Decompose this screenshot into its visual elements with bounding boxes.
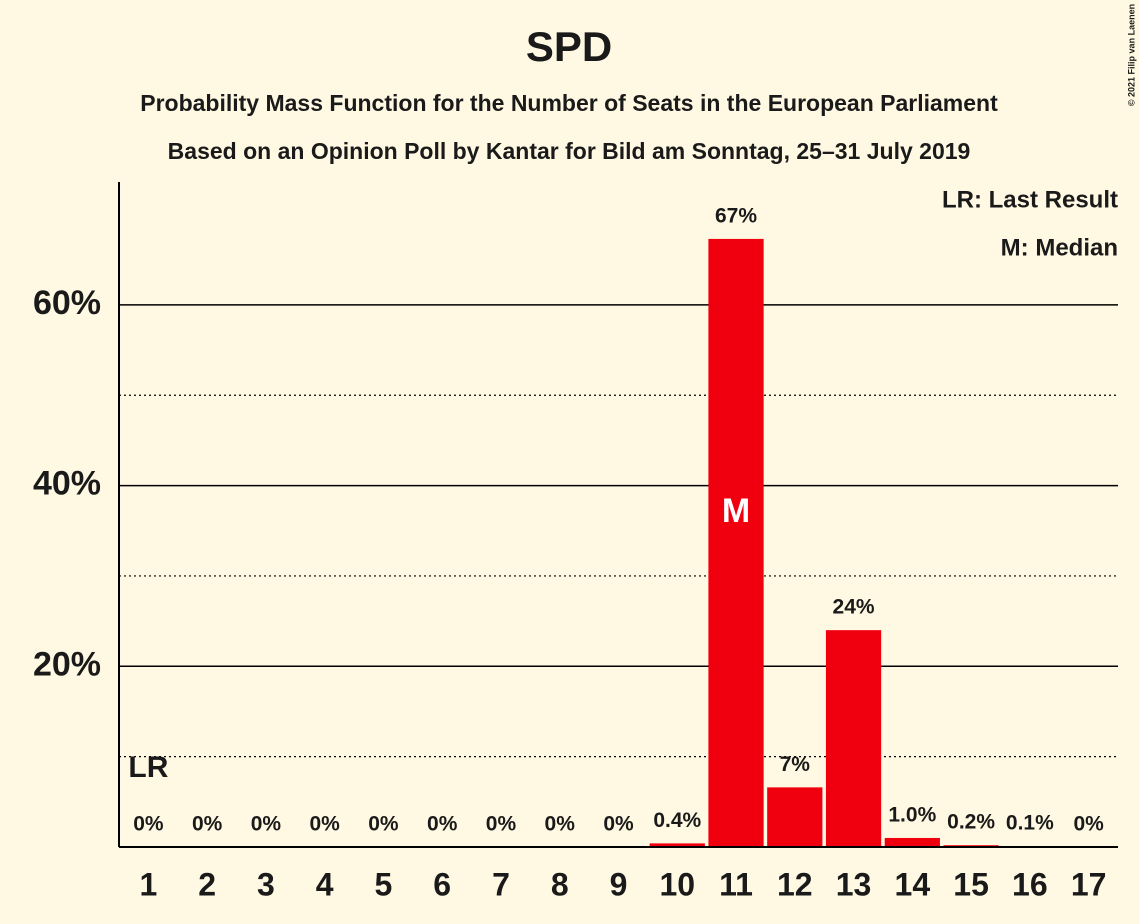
x-tick-label: 11: [719, 866, 753, 902]
x-tick-label: 4: [316, 866, 334, 902]
value-label: 0%: [1073, 813, 1104, 836]
legend-entry: M: Median: [1001, 234, 1118, 261]
bar: [884, 837, 940, 847]
x-tick-label: 16: [1012, 866, 1048, 902]
x-tick-label: 17: [1071, 866, 1107, 902]
value-label: 0%: [368, 813, 399, 836]
value-label: 0.4%: [653, 809, 701, 832]
bar: [708, 238, 764, 848]
x-tick-label: 6: [433, 866, 451, 902]
value-label: 0%: [309, 813, 340, 836]
x-tick-label: 2: [198, 866, 216, 902]
x-tick-label: 15: [953, 866, 989, 902]
value-label: 0%: [545, 813, 576, 836]
value-label: 7%: [780, 753, 811, 776]
value-label: 0%: [427, 813, 458, 836]
value-label: 0.1%: [1006, 812, 1054, 835]
x-tick-label: 13: [836, 866, 872, 902]
value-label: 0%: [251, 813, 282, 836]
marker-label: M: [722, 492, 750, 530]
marker-label: LR: [128, 751, 168, 784]
value-label: 0%: [486, 813, 517, 836]
y-tick-label: 20%: [33, 645, 101, 683]
x-tick-label: 8: [551, 866, 569, 902]
chart-title: SPD: [526, 23, 612, 70]
copyright: © 2021 Filip van Laenen: [1126, 4, 1136, 106]
value-label: 0%: [133, 813, 164, 836]
x-tick-label: 10: [659, 866, 695, 902]
x-tick-label: 1: [139, 866, 157, 902]
chart-subtitle: Probability Mass Function for the Number…: [140, 90, 998, 116]
x-tick-label: 3: [257, 866, 275, 902]
y-tick-label: 60%: [33, 284, 101, 322]
bar: [767, 787, 823, 847]
chart-subtitle: Based on an Opinion Poll by Kantar for B…: [168, 138, 971, 164]
value-label: 0.2%: [947, 811, 995, 834]
x-tick-label: 7: [492, 866, 510, 902]
y-tick-label: 40%: [33, 465, 101, 503]
bar: [649, 843, 705, 847]
value-label: 0%: [603, 813, 634, 836]
legend-entry: LR: Last Result: [942, 186, 1118, 213]
value-label: 0%: [192, 813, 223, 836]
value-label: 24%: [833, 596, 875, 619]
bar: [825, 630, 882, 847]
x-tick-label: 5: [375, 866, 393, 902]
value-label: 67%: [715, 204, 757, 227]
value-label: 1.0%: [888, 804, 936, 827]
x-tick-label: 12: [777, 866, 813, 902]
x-tick-label: 14: [895, 866, 931, 902]
x-tick-label: 9: [610, 866, 628, 902]
